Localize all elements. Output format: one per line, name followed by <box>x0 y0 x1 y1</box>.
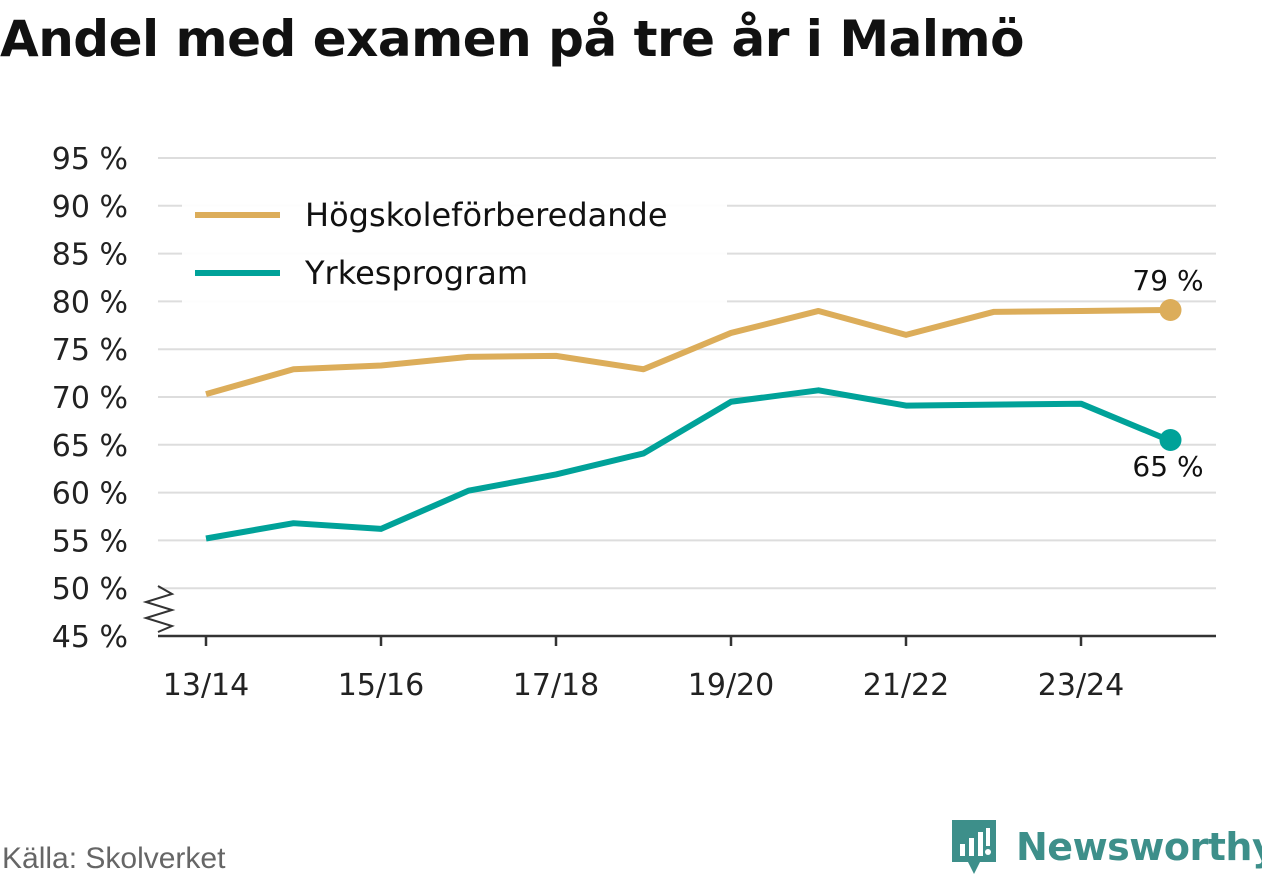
x-tick-label: 17/18 <box>513 668 599 703</box>
source-note: Källa: Skolverket <box>2 842 226 875</box>
x-axis-labels: 13/14 15/16 17/18 19/20 21/22 23/24 <box>163 668 1124 703</box>
brand-logo[interactable]: Newsworthy <box>950 818 1262 876</box>
x-tick-label: 21/22 <box>863 668 949 703</box>
series-lines <box>205 307 1170 542</box>
legend-label-2: Yrkesprogram <box>304 254 528 292</box>
x-axis <box>158 634 1216 646</box>
y-tick-label: 95 % <box>52 142 128 177</box>
y-tick-label: 90 % <box>52 190 128 225</box>
x-tick-label: 15/16 <box>338 668 424 703</box>
y-tick-label: 65 % <box>52 429 128 464</box>
end-markers: 79 % 65 % <box>1132 264 1203 483</box>
y-tick-label: 70 % <box>52 381 128 416</box>
x-tick-label: 13/14 <box>163 668 249 703</box>
end-point-1 <box>1159 299 1182 322</box>
end-point-2 <box>1159 429 1182 452</box>
brand-name: Newsworthy <box>1016 825 1262 869</box>
y-tick-label: 60 % <box>52 477 128 512</box>
x-tick-label: 23/24 <box>1038 668 1124 703</box>
y-tick-label: 80 % <box>52 285 128 320</box>
y-tick-label: 45 % <box>52 620 128 655</box>
end-label-1: 79 % <box>1132 264 1203 297</box>
y-tick-label: 85 % <box>52 238 128 273</box>
series-line-2 <box>205 387 1170 542</box>
x-tick-label: 19/20 <box>688 668 774 703</box>
end-label-2: 65 % <box>1132 450 1203 483</box>
y-tick-label: 50 % <box>52 572 128 607</box>
y-tick-label: 55 % <box>52 524 128 559</box>
newsworthy-logo-icon <box>952 820 996 874</box>
axis-break-icon <box>142 585 176 633</box>
series-line-1 <box>205 307 1169 398</box>
legend-label-1: Högskoleförberedande <box>305 196 668 234</box>
y-axis: 95 % 90 % 85 % 80 % 75 % 70 % 65 % 60 % 55 % 50 %… <box>52 142 176 655</box>
chart-title: Andel med examen på tre år i Malmö <box>0 10 1024 68</box>
legend: Högskoleförberedande Yrkesprogram <box>182 185 727 303</box>
legend-box <box>182 185 727 303</box>
y-tick-label: 75 % <box>52 333 128 368</box>
